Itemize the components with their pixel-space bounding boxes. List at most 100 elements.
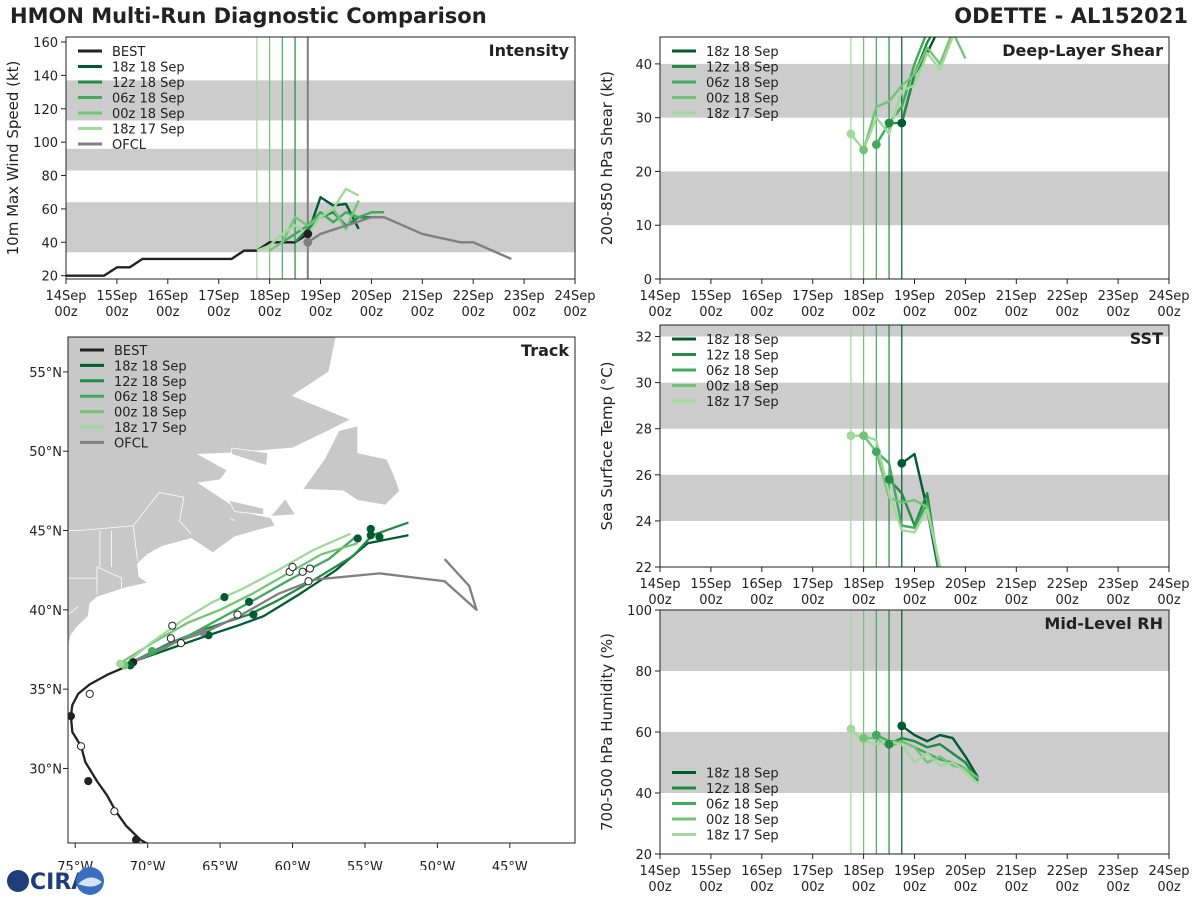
rh-ytick-label: 20 — [635, 848, 652, 863]
sst-marker-3 — [859, 431, 869, 441]
land-mass-3 — [269, 498, 297, 517]
intensity-xtick-label: 18Sep — [249, 289, 290, 304]
shear-xtick-label-hour: 00z — [1157, 305, 1181, 320]
rh-xtick-label: 22Sep — [1047, 864, 1088, 879]
sst-marker-2 — [871, 447, 881, 457]
track-map: 75°W 70°W 65°W 60°W 55°W 50°W 45°W 30°N 35°N 40°N… — [29, 336, 576, 870]
rh-marker-4 — [846, 724, 856, 734]
intensity-legend-label-12z-18-sep: 12z 18 Sep — [112, 76, 185, 91]
rh-legend-label-12z-18-sep: 12z 18 Sep — [706, 782, 779, 797]
shear-xtick-label: 15Sep — [690, 289, 731, 304]
track-marker-4 — [68, 712, 75, 721]
sst-marker-4 — [846, 431, 856, 441]
track-ytick-label: 30°N — [29, 762, 62, 777]
sst-xtick-label-hour: 00z — [852, 593, 876, 608]
rh-xtick-label-hour: 00z — [1106, 880, 1130, 895]
track-marker-24 — [304, 577, 313, 586]
intensity-xtick-label-hour: 00z — [512, 305, 536, 320]
intensity-xtick-label: 24Sep — [554, 289, 595, 304]
shear-title: Deep-Layer Shear — [1002, 41, 1163, 60]
shear-marker-4 — [846, 129, 856, 139]
track-marker-19 — [220, 593, 229, 602]
page-title: HMON Multi-Run Diagnostic Comparison — [10, 4, 487, 28]
track-marker-18 — [244, 597, 254, 606]
intensity-ylabel: 10m Max Wind Speed (kt) — [4, 61, 22, 256]
intensity-ytick-label: 60 — [41, 203, 58, 218]
sst-marker-0 — [897, 458, 907, 468]
track-00z-18-sep — [120, 542, 359, 664]
shear-band-0 — [660, 171, 1169, 226]
sst-xtick-label-hour: 00z — [1106, 593, 1130, 608]
track-marker-3 — [76, 742, 86, 751]
track-marker-21 — [298, 567, 307, 576]
shear-xtick-label-hour: 00z — [648, 305, 672, 320]
track-marker-12 — [176, 639, 186, 648]
sst-legend-label-18z-18-sep: 18z 18 Sep — [706, 333, 779, 348]
intensity-ytick-label: 40 — [41, 236, 58, 251]
sst-xtick-label: 20Sep — [945, 577, 986, 592]
track-marker-5 — [85, 689, 94, 698]
shear-ytick-label: 10 — [635, 219, 652, 234]
sst-xtick-label-hour: 00z — [699, 593, 723, 608]
intensity-ytick-label: 140 — [33, 69, 58, 84]
sst-legend-label-00z-18-sep: 00z 18 Sep — [706, 380, 779, 395]
sst-xtick-label-hour: 00z — [903, 593, 927, 608]
intensity-series-layer — [66, 187, 512, 277]
sst-xtick-label: 15Sep — [690, 577, 731, 592]
intensity-series-18z-18-sep — [306, 196, 360, 235]
rh-ytick-label: 80 — [635, 665, 652, 680]
intensity-xtick-label: 16Sep — [147, 289, 188, 304]
track-xtick-label: 45°W — [492, 860, 528, 870]
track-marker-25 — [353, 534, 362, 543]
track-ytick-label: 50°N — [29, 445, 62, 460]
rh-chart: 2040608010014Sep00z15Sep00z16Sep00z17Sep… — [600, 604, 1190, 895]
intensity-band-1 — [66, 148, 575, 171]
sst-band-2 — [660, 325, 1169, 337]
shear-xtick-label: 22Sep — [1047, 289, 1088, 304]
shear-ytick-label: 30 — [635, 112, 652, 127]
track-legend-label-ofcl: OFCL — [114, 436, 149, 451]
track-marker-11 — [166, 634, 175, 643]
shear-marker-0 — [897, 118, 907, 128]
shear-xtick-label-hour: 00z — [1056, 305, 1080, 320]
rh-series-18z-17-sep — [850, 728, 979, 785]
land-mass-4 — [231, 447, 269, 467]
shear-xtick-label: 23Sep — [1098, 289, 1139, 304]
rh-xtick-label-hour: 00z — [1005, 880, 1029, 895]
track-ytick-label: 55°N — [29, 366, 62, 381]
track-xtick-label: 60°W — [275, 860, 311, 870]
intensity-band-2 — [66, 80, 575, 121]
shear-ytick-label: 20 — [635, 165, 652, 180]
sst-chart: 22242628303214Sep00z15Sep00z16Sep00z17Se… — [600, 324, 1190, 608]
shear-series-layer — [846, 37, 967, 155]
intensity-xtick-label-hour: 00z — [105, 305, 129, 320]
shear-marker-3 — [859, 145, 869, 155]
shear-xtick-label-hour: 00z — [954, 305, 978, 320]
cira-logo: CIRA — [7, 867, 104, 895]
sst-legend-label-06z-18-sep: 06z 18 Sep — [706, 364, 779, 379]
rh-marker-1 — [884, 739, 894, 749]
track-18z-17-sep — [120, 532, 351, 668]
sst-ytick-label: 30 — [635, 377, 652, 392]
shear-legend-label-06z-18-sep: 06z 18 Sep — [706, 76, 779, 91]
intensity-legend-label-ofcl: OFCL — [112, 138, 147, 153]
rh-marker-0 — [897, 721, 907, 731]
track-legend-label-18z-17-sep: 18z 17 Sep — [114, 421, 187, 436]
rh-ytick-label: 100 — [627, 604, 652, 619]
intensity-ytick-label: 120 — [33, 103, 58, 118]
rh-xtick-label: 15Sep — [690, 864, 731, 879]
rh-marker-3 — [859, 733, 869, 743]
shear-xtick-label: 21Sep — [996, 289, 1037, 304]
sst-series-layer — [846, 431, 942, 567]
track-xtick-label: 55°W — [347, 860, 383, 870]
intensity-xtick-label-hour: 00z — [563, 305, 587, 320]
intensity-xtick-label: 19Sep — [300, 289, 341, 304]
intensity-xtick-label: 14Sep — [45, 289, 86, 304]
intensity-xtick-label: 17Sep — [198, 289, 239, 304]
track-best — [69, 659, 149, 843]
track-legend-label-00z-18-sep: 00z 18 Sep — [114, 406, 187, 421]
rh-legend-label-06z-18-sep: 06z 18 Sep — [706, 798, 779, 813]
shear-xtick-label: 17Sep — [792, 289, 833, 304]
intensity-xtick-label-hour: 00z — [411, 305, 435, 320]
track-title: Track — [521, 341, 569, 360]
